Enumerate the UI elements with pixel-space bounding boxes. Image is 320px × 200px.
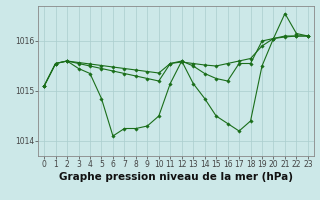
X-axis label: Graphe pression niveau de la mer (hPa): Graphe pression niveau de la mer (hPa) bbox=[59, 172, 293, 182]
